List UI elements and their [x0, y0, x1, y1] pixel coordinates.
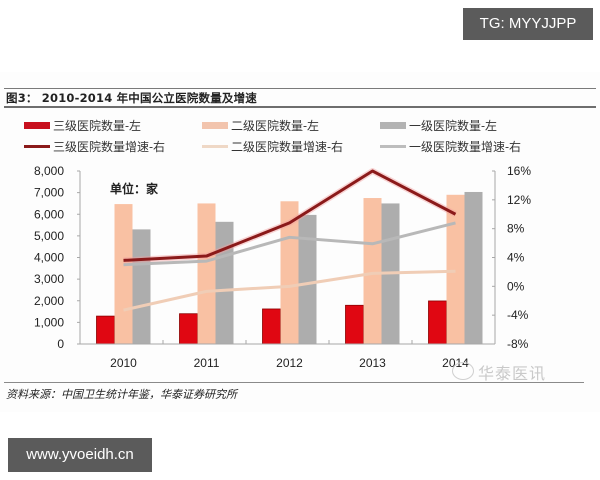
legend-swatch-icon	[24, 145, 50, 148]
bar	[132, 229, 151, 344]
source-note: 资料来源：中国卫生统计年鉴，华泰证券研究所	[6, 388, 237, 401]
legend-item-primary-count: 一级医院数量-左	[380, 117, 497, 134]
right-axis-tick-label: -8%	[507, 337, 529, 351]
left-axis-tick-label: 5,000	[34, 229, 64, 243]
legend-swatch-icon	[202, 145, 228, 148]
figure-title: 图3： 2010-2014 年中国公立医院数量及增速	[6, 91, 257, 105]
watermark-text: 华泰医讯	[478, 364, 547, 383]
line-series	[123, 168, 457, 312]
right-axis-tick-label: 16%	[507, 164, 531, 178]
bar	[446, 194, 465, 344]
growth-line	[123, 169, 457, 262]
bar	[345, 304, 364, 345]
left-axis-tick-label: 4,000	[34, 251, 64, 265]
x-axis-tick-label: 2012	[276, 356, 303, 370]
growth-line	[123, 221, 456, 267]
unit-label: 单位：家	[110, 181, 159, 196]
bar	[179, 313, 198, 345]
right-axis-tick-label: 12%	[507, 193, 531, 207]
bar	[298, 214, 317, 344]
x-axis-tick-label: 2010	[110, 356, 137, 370]
legend-item-tertiary-count: 三级医院数量-左	[24, 117, 141, 134]
telegram-badge: TG: MYYJJPP	[463, 8, 593, 40]
legend-item-secondary-count: 二级医院数量-左	[202, 117, 319, 134]
chart-legend: 三级医院数量-左 二级医院数量-左 一级医院数量-左 三级医院数量增速-右 二级…	[20, 115, 580, 157]
legend-swatch-icon	[380, 122, 406, 129]
bar	[262, 308, 281, 345]
bar	[197, 203, 216, 344]
left-y-axis: 0 1,000 2,000 3,000 4,000 5,000 6,000 7,000 8,00…	[34, 164, 81, 351]
legend-label: 三级医院数量增速-右	[53, 140, 166, 154]
right-axis-tick-label: -4%	[507, 308, 529, 322]
bar	[363, 198, 382, 344]
left-axis-tick-label: 6,000	[34, 207, 64, 221]
right-axis-tick-label: 8%	[507, 222, 525, 236]
right-axis-tick-label: 4%	[507, 251, 525, 265]
bar	[464, 191, 483, 344]
legend-label: 三级医院数量-左	[53, 119, 142, 133]
bar	[428, 300, 447, 345]
legend-swatch-icon	[380, 145, 406, 148]
left-axis-tick-label: 1,000	[34, 315, 64, 329]
left-axis-tick-label: 3,000	[34, 272, 64, 286]
title-top-rule	[4, 88, 596, 89]
growth-line	[123, 269, 456, 312]
x-axis: 2010 2011 2012 2013 2014	[80, 340, 495, 370]
right-y-axis: -8% -4% 0% 4% 8% 12% 16%	[492, 164, 531, 351]
x-axis-tick-label: 2011	[194, 356, 220, 370]
legend-swatch-icon	[202, 122, 228, 129]
x-axis-tick-label: 2013	[359, 356, 386, 370]
left-axis-tick-label: 0	[57, 337, 64, 351]
legend-item-primary-growth: 一级医院数量增速-右	[380, 138, 521, 155]
legend-item-tertiary-growth: 三级医院数量增速-右	[24, 138, 165, 155]
legend-label: 二级医院数量-左	[231, 119, 320, 133]
left-axis-tick-label: 2,000	[34, 294, 64, 308]
legend-label: 一级医院数量增速-右	[409, 140, 522, 154]
website-badge: www.yvoeidh.cn	[8, 438, 152, 472]
legend-item-secondary-growth: 二级医院数量增速-右	[202, 138, 343, 155]
left-axis-tick-label: 7,000	[34, 186, 64, 200]
legend-label: 一级医院数量-左	[409, 119, 498, 133]
title-bottom-rule	[4, 106, 596, 108]
source-rule	[4, 382, 584, 383]
right-axis-tick-label: 0%	[507, 279, 525, 293]
bar	[96, 315, 115, 345]
bar	[215, 221, 234, 344]
legend-swatch-icon	[24, 122, 50, 129]
legend-label: 二级医院数量增速-右	[231, 140, 344, 154]
bar-series	[96, 191, 483, 345]
wechat-icon	[452, 362, 474, 380]
bar	[114, 204, 133, 344]
left-axis-tick-label: 8,000	[34, 164, 64, 178]
